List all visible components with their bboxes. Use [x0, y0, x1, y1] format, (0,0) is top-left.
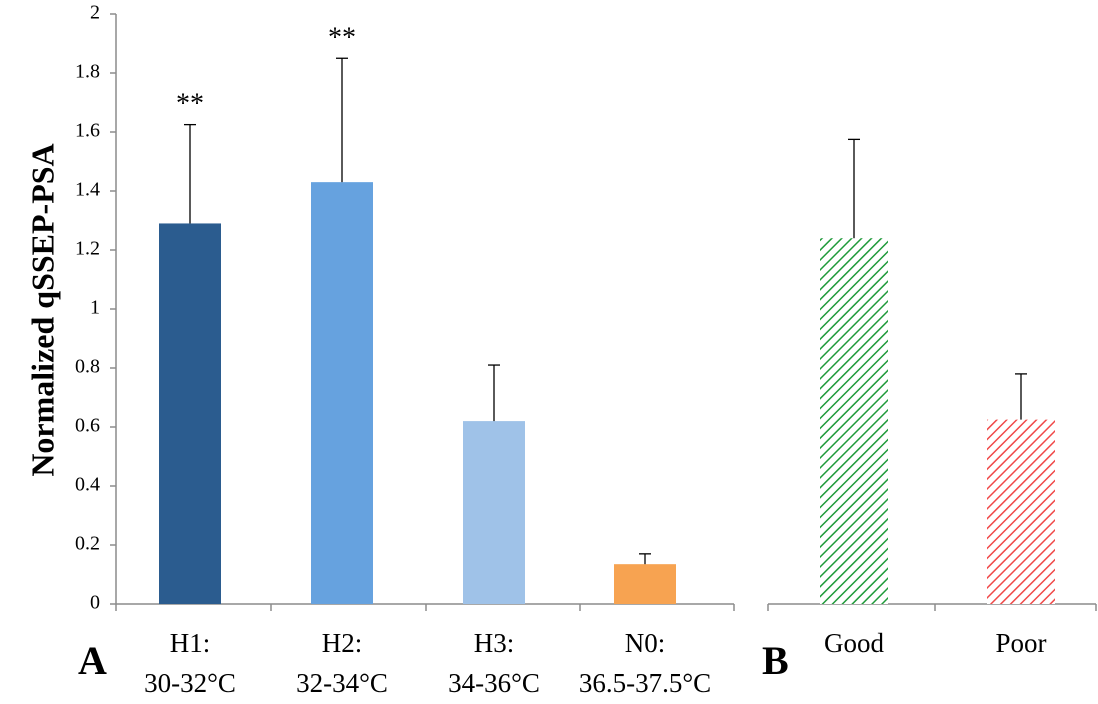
bars	[159, 182, 1055, 604]
category-label-line2: 30-32°C	[144, 668, 236, 698]
y-tick-label: 0	[90, 592, 100, 614]
y-axis-label: Normalized qSSEP-PSA	[24, 143, 60, 476]
panel-b-label: B	[762, 638, 789, 683]
y-tick-label: 1.4	[75, 179, 100, 201]
category-label-line2: 36.5-37.5°C	[579, 668, 711, 698]
category-label-line2: 34-36°C	[448, 668, 540, 698]
y-ticks: 0 0.2 0.4 0.6 0.8 1 1.2 1.4 1.6 1.8 2	[75, 2, 116, 614]
y-tick-label: 0.4	[75, 474, 100, 496]
y-tick-label: 0.2	[75, 533, 100, 555]
bar	[463, 421, 525, 604]
panel-a-label: A	[78, 638, 107, 683]
significance-marker: **	[176, 89, 204, 120]
category-label: H3:	[474, 628, 515, 658]
y-tick-label: 2	[90, 2, 100, 24]
bar	[311, 182, 373, 604]
y-tick-label: 1.8	[75, 61, 100, 83]
category-label: Good	[824, 628, 884, 658]
significance-marker: **	[328, 22, 356, 53]
category-labels: H1: 30-32°C H2: 32-34°C H3: 34-36°C N0: 36.5-37…	[144, 628, 1046, 698]
y-tick-label: 1.2	[75, 238, 100, 260]
category-label: N0:	[625, 628, 666, 658]
bar	[820, 238, 888, 604]
bar	[987, 419, 1055, 604]
category-label-line2: 32-34°C	[296, 668, 388, 698]
error-bars	[184, 57, 1027, 565]
y-tick-label: 1.6	[75, 120, 100, 142]
significance-markers: ** **	[176, 22, 356, 119]
y-tick-label: 1	[90, 297, 100, 319]
category-label: H2:	[322, 628, 363, 658]
y-tick-label: 0.6	[75, 415, 100, 437]
y-tick-label: 0.8	[75, 356, 100, 378]
category-label: H1:	[170, 628, 211, 658]
bar	[159, 223, 221, 604]
x-ticks	[115, 604, 1097, 611]
category-label: Poor	[995, 628, 1046, 658]
bar	[614, 564, 676, 604]
